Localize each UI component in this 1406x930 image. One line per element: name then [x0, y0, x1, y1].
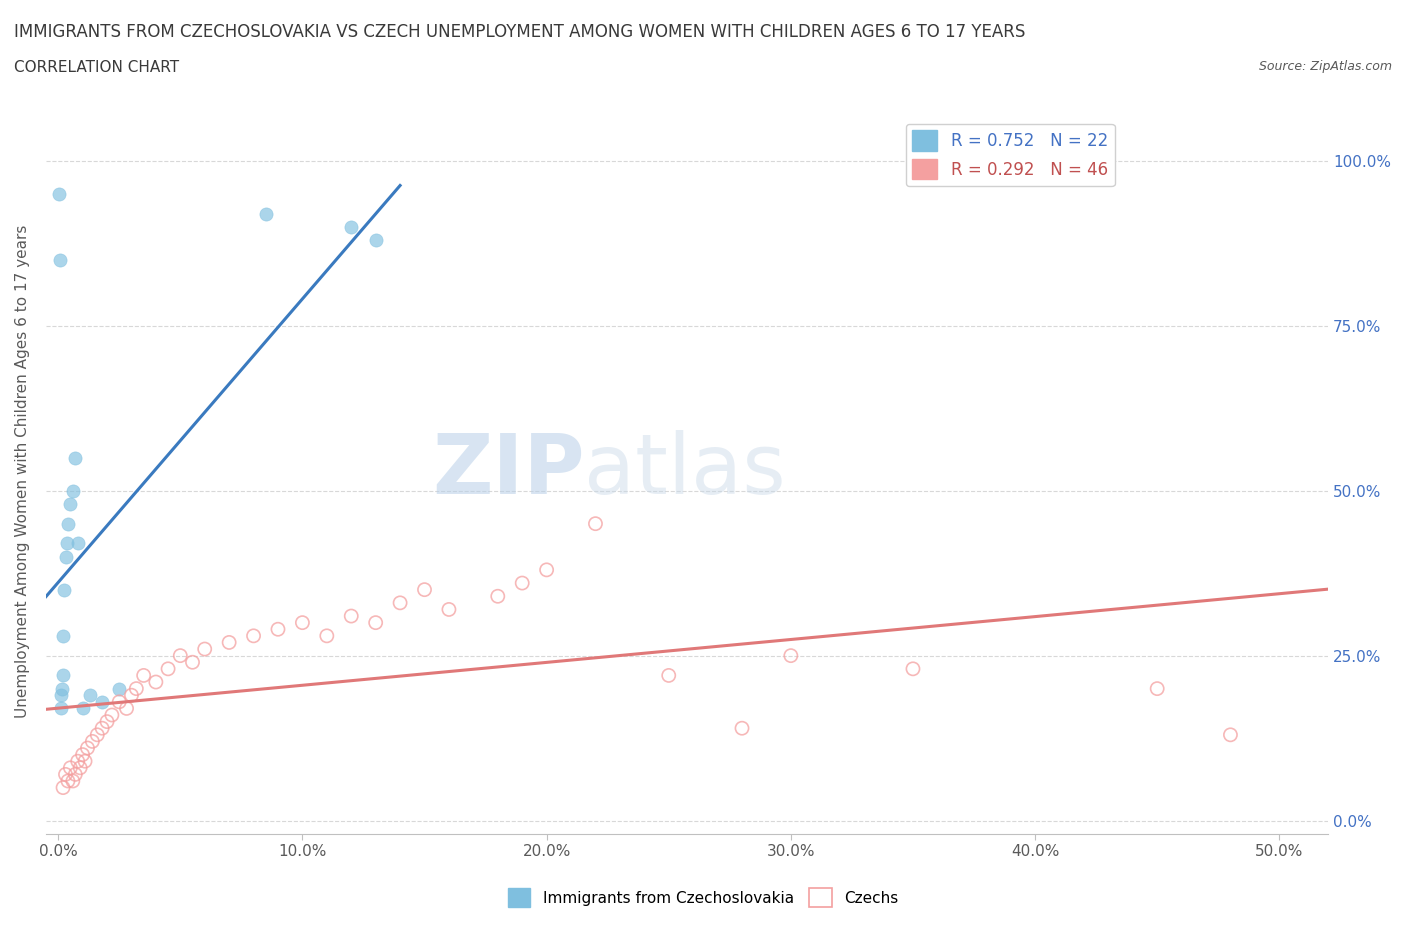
Point — [413, 582, 436, 597]
Point — [79, 688, 101, 703]
Point — [53, 582, 76, 597]
Point — [125, 681, 148, 696]
Point — [437, 602, 460, 617]
Point — [59, 497, 82, 512]
Point — [1219, 727, 1241, 742]
Point — [364, 232, 387, 247]
Point — [194, 642, 217, 657]
Point — [132, 668, 155, 683]
Point — [108, 681, 131, 696]
Point — [52, 780, 75, 795]
Point — [364, 616, 387, 631]
Point — [779, 648, 801, 663]
Point — [486, 589, 509, 604]
Text: Source: ZipAtlas.com: Source: ZipAtlas.com — [1258, 60, 1392, 73]
Point — [389, 595, 412, 610]
Point — [267, 622, 290, 637]
Point — [658, 668, 681, 683]
Point — [120, 688, 142, 703]
Text: IMMIGRANTS FROM CZECHOSLOVAKIA VS CZECH UNEMPLOYMENT AMONG WOMEN WITH CHILDREN A: IMMIGRANTS FROM CZECHOSLOVAKIA VS CZECH … — [14, 23, 1025, 41]
Point — [55, 536, 77, 551]
Text: CORRELATION CHART: CORRELATION CHART — [14, 60, 179, 75]
Point — [115, 701, 138, 716]
Point — [145, 674, 167, 689]
Point — [218, 635, 240, 650]
Point — [49, 252, 72, 267]
Point — [91, 721, 114, 736]
Point — [66, 536, 89, 551]
Point — [157, 661, 180, 676]
Point — [55, 550, 77, 565]
Point — [51, 681, 73, 696]
Point — [96, 714, 118, 729]
Y-axis label: Unemployment Among Women with Children Ages 6 to 17 years: Unemployment Among Women with Children A… — [15, 224, 30, 718]
Point — [82, 734, 104, 749]
Point — [536, 563, 558, 578]
Point — [56, 516, 79, 531]
Point — [66, 753, 89, 768]
Point — [49, 688, 72, 703]
Point — [731, 721, 754, 736]
Point — [69, 761, 91, 776]
Point — [169, 648, 191, 663]
Point — [62, 774, 84, 789]
Point — [340, 608, 363, 623]
Point — [52, 629, 75, 644]
Point — [65, 450, 87, 465]
Point — [86, 727, 108, 742]
Point — [72, 747, 94, 762]
Legend: Immigrants from Czechoslovakia, Czechs: Immigrants from Czechoslovakia, Czechs — [502, 883, 904, 913]
Text: ZIP: ZIP — [432, 431, 585, 512]
Point — [101, 708, 124, 723]
Point — [181, 655, 204, 670]
Text: atlas: atlas — [585, 431, 786, 512]
Point — [56, 774, 79, 789]
Point — [73, 753, 96, 768]
Point — [59, 761, 82, 776]
Point — [315, 629, 337, 644]
Point — [49, 701, 72, 716]
Point — [52, 668, 75, 683]
Point — [48, 186, 70, 201]
Point — [340, 219, 363, 234]
Point — [242, 629, 264, 644]
Point — [72, 701, 94, 716]
Point — [901, 661, 924, 676]
Point — [55, 767, 77, 782]
Point — [62, 484, 84, 498]
Point — [1146, 681, 1168, 696]
Point — [510, 576, 533, 591]
Point — [76, 740, 98, 755]
Point — [254, 206, 277, 221]
Point — [291, 616, 314, 631]
Point — [585, 516, 607, 531]
Legend: R = 0.752   N = 22, R = 0.292   N = 46: R = 0.752 N = 22, R = 0.292 N = 46 — [905, 124, 1115, 186]
Point — [65, 767, 87, 782]
Point — [108, 695, 131, 710]
Point — [91, 695, 114, 710]
